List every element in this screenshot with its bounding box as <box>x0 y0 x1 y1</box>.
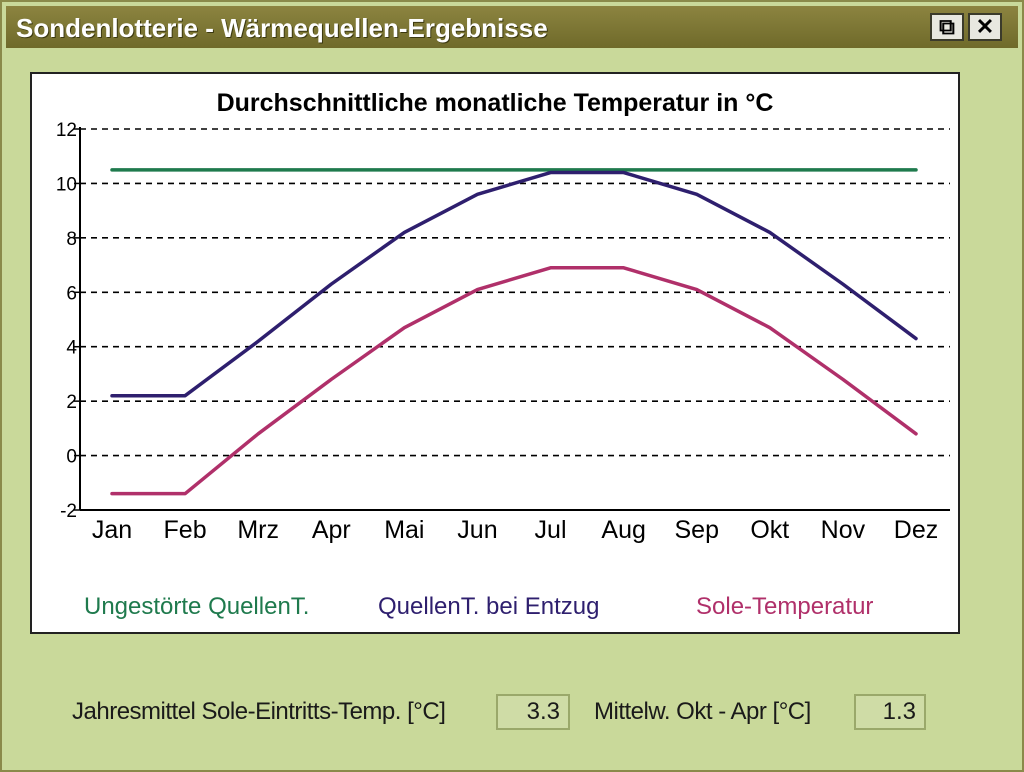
y-tick-label: -2 <box>60 501 77 522</box>
title-bar[interactable]: Sondenlotterie - Wärmequellen-Ergebnisse… <box>6 6 1018 48</box>
x-tick-label: Sep <box>674 516 718 544</box>
legend-entry-2: QuellenT. bei Entzug <box>378 593 599 620</box>
x-tick-label: Jul <box>535 516 567 544</box>
legend-entry-1: Ungestörte QuellenT. <box>84 593 309 620</box>
close-icon: ✕ <box>975 14 995 39</box>
y-tick-label: 4 <box>66 338 77 359</box>
y-tick-label: 10 <box>56 174 77 195</box>
y-tick-label: 2 <box>66 392 77 413</box>
y-tick-label: 6 <box>66 283 77 304</box>
x-tick-label: Mrz <box>237 516 279 544</box>
y-tick-label: 8 <box>66 229 77 250</box>
x-tick-label: Dez <box>894 516 938 544</box>
winter-mean-label: Mittelw. Okt - Apr [°C] <box>594 698 811 725</box>
x-tick-label: Nov <box>821 516 866 544</box>
series-line-3 <box>110 266 918 496</box>
x-tick-label: Feb <box>164 516 207 544</box>
temperature-chart: Durchschnittliche monatliche Temperatur … <box>30 72 960 634</box>
restore-icon: ⧉ <box>939 14 955 39</box>
x-tick-label: Jan <box>92 516 132 544</box>
chart-title: Durchschnittliche monatliche Temperatur … <box>217 89 774 117</box>
annual-mean-label: Jahresmittel Sole-Eintritts-Temp. [°C] <box>72 698 446 725</box>
x-tick-label: Apr <box>312 516 351 544</box>
restore-button[interactable]: ⧉ <box>930 13 964 41</box>
x-tick-label: Aug <box>601 516 645 544</box>
annual-mean-value: 3.3 <box>496 694 570 730</box>
window-title: Sondenlotterie - Wärmequellen-Ergebnisse <box>16 13 548 43</box>
chart-canvas: Durchschnittliche monatliche Temperatur … <box>56 89 950 620</box>
legend-entry-3: Sole-Temperatur <box>696 593 873 620</box>
x-tick-label: Okt <box>750 516 789 544</box>
close-button[interactable]: ✕ <box>968 13 1002 41</box>
x-tick-label: Mai <box>384 516 424 544</box>
y-tick-label: 0 <box>66 447 77 468</box>
x-tick-label: Jun <box>457 516 497 544</box>
winter-mean-value: 1.3 <box>854 694 926 730</box>
series-line-2 <box>110 170 918 398</box>
y-tick-label: 12 <box>56 120 77 141</box>
